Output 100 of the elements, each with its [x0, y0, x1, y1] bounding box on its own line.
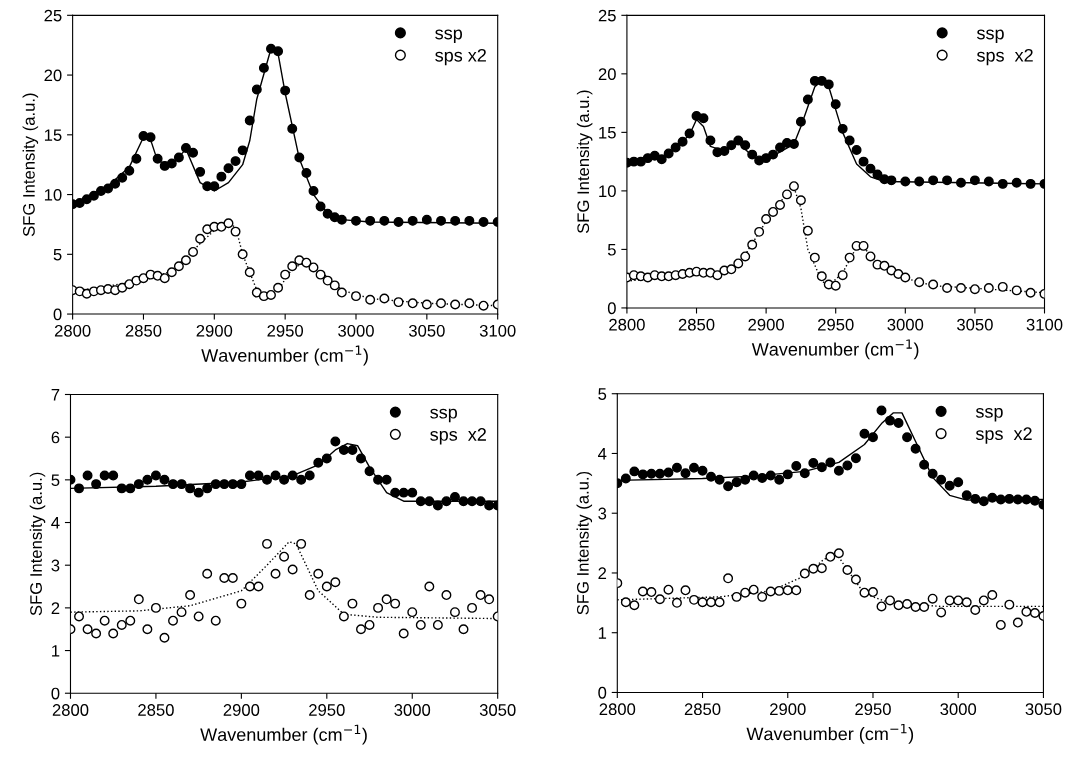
- point: [365, 215, 376, 226]
- point: [740, 140, 751, 151]
- point: [859, 587, 870, 598]
- point: [698, 113, 709, 124]
- point: [124, 279, 135, 290]
- point: [449, 607, 460, 618]
- point: [379, 215, 390, 226]
- point: [851, 144, 862, 155]
- point: [928, 279, 939, 290]
- point: [670, 142, 681, 153]
- point: [768, 206, 779, 217]
- y-tick-label: 6: [51, 431, 60, 444]
- point: [927, 593, 938, 604]
- point: [830, 280, 841, 291]
- point: [953, 477, 964, 488]
- point: [313, 457, 324, 468]
- point: [1025, 287, 1036, 298]
- point: [654, 468, 665, 479]
- point: [936, 474, 947, 485]
- point: [719, 146, 730, 157]
- point: [714, 597, 725, 608]
- y-axis-title: SFG Intensity (a.u.): [576, 90, 593, 234]
- point: [646, 468, 657, 479]
- point: [279, 474, 290, 485]
- point: [338, 444, 349, 455]
- point: [398, 628, 409, 639]
- point: [253, 470, 264, 481]
- legend-label: sps x2: [430, 428, 486, 445]
- point: [296, 538, 307, 549]
- point: [654, 594, 665, 605]
- point: [159, 273, 170, 284]
- point: [876, 405, 887, 416]
- point: [620, 473, 631, 484]
- point: [266, 289, 276, 300]
- point: [313, 568, 324, 579]
- point: [885, 595, 896, 606]
- x-tick-label: 3000: [887, 318, 924, 331]
- point: [850, 574, 861, 585]
- point: [304, 470, 315, 481]
- point: [944, 595, 955, 606]
- point: [1021, 606, 1032, 617]
- y-tick-label: 1: [52, 645, 60, 657]
- point: [458, 624, 469, 635]
- point: [706, 471, 717, 482]
- point: [478, 300, 489, 311]
- point: [330, 436, 341, 447]
- point: [782, 469, 793, 480]
- point: [731, 477, 742, 488]
- point: [733, 135, 744, 146]
- point: [210, 615, 221, 626]
- x-axis-title: Wavenumber (cm$^{−1}$): [201, 345, 368, 366]
- point: [185, 590, 196, 601]
- y-axis-title: SFG Intensity (a.u.): [22, 93, 39, 237]
- point: [193, 487, 204, 498]
- point: [795, 116, 806, 127]
- point: [791, 585, 802, 596]
- point: [321, 453, 332, 464]
- x-tick-label: 2950: [309, 704, 345, 716]
- point: [407, 487, 418, 498]
- point: [398, 487, 409, 498]
- point: [809, 252, 820, 263]
- point: [338, 611, 349, 622]
- point: [942, 283, 953, 294]
- x-tick-label: 2850: [125, 324, 162, 337]
- point: [110, 178, 121, 189]
- x-tick-label: 3000: [394, 704, 431, 716]
- y-tick-label: 3: [51, 559, 60, 572]
- point: [629, 600, 640, 611]
- point: [910, 602, 921, 613]
- point: [837, 270, 848, 281]
- point: [364, 466, 375, 477]
- point: [108, 470, 119, 481]
- point: [865, 251, 876, 262]
- point: [791, 461, 802, 471]
- y-tick-label: 5: [598, 388, 607, 400]
- x-tick-label: 2800: [599, 703, 636, 716]
- point: [1004, 493, 1015, 504]
- y-tick-label: 15: [44, 129, 62, 142]
- x-tick-label: 2850: [138, 704, 174, 716]
- point: [747, 239, 758, 250]
- y-tick-label: 15: [599, 126, 616, 139]
- point: [1012, 494, 1023, 505]
- point: [138, 273, 149, 284]
- point: [919, 602, 930, 613]
- legend-label: sps x2: [976, 48, 1033, 66]
- point: [262, 474, 272, 485]
- x-tick-label: 2950: [267, 324, 304, 337]
- point: [823, 79, 834, 90]
- point: [902, 432, 913, 443]
- point: [432, 619, 443, 630]
- legend-label: sps x2: [975, 427, 1032, 444]
- point: [833, 465, 844, 476]
- point: [816, 563, 827, 574]
- point: [970, 605, 981, 615]
- point: [82, 470, 93, 481]
- y-axis-title: SFG Intensity (a.u.): [576, 471, 593, 615]
- point: [723, 573, 734, 584]
- point: [321, 581, 332, 592]
- point: [230, 226, 241, 237]
- point: [216, 171, 227, 182]
